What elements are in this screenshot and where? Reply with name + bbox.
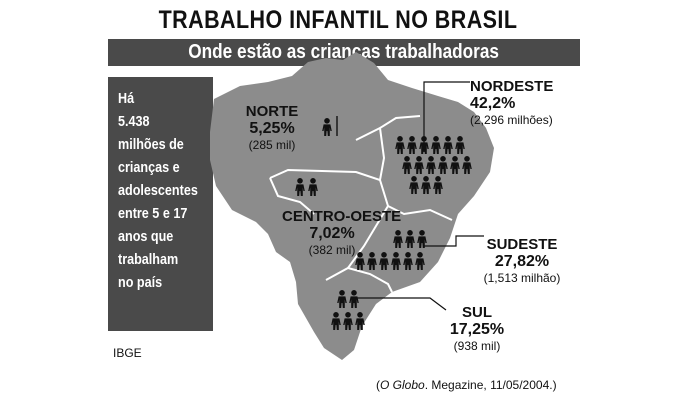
region-amount-norte: (285 mil) <box>248 137 296 152</box>
credit-open: ( <box>376 378 380 392</box>
summary-box: Há 5.438 milhões de crianças e adolescen… <box>108 77 213 331</box>
page-title: TRABALHO INFANTIL NO BRASIL <box>158 6 518 34</box>
summary-text: Há 5.438 milhões de crianças e adolescen… <box>118 87 213 294</box>
border-centerwest-southeast <box>347 205 389 269</box>
label-sul: SUL 17,25% (938 mil) <box>432 304 522 353</box>
border-south <box>325 266 393 293</box>
region-name-sudeste: SUDESTE <box>486 236 558 253</box>
summary-line: trabalham <box>118 251 179 268</box>
label-norte: NORTE 5,25% (285 mil) <box>240 103 304 152</box>
border-centerwest-west <box>269 177 315 215</box>
region-name-nordeste: NORDESTE <box>470 78 554 95</box>
summary-line: anos que <box>118 228 174 245</box>
summary-line: entre 5 e 17 <box>118 205 188 222</box>
leader-sudeste <box>424 235 484 247</box>
region-percent-norte: 5,25% <box>249 120 295 138</box>
region-amount-sul: (938 mil) <box>453 338 501 353</box>
border-north-centerwest <box>269 168 389 207</box>
summary-line: milhões de <box>118 136 184 153</box>
region-percent-sul: 17,25% <box>449 321 505 339</box>
subtitle-bar: Onde estão as crianças trabalhadoras <box>108 39 580 66</box>
region-amount-sudeste: (1,513 milhão) <box>483 270 561 285</box>
region-name-norte: NORTE <box>245 103 299 120</box>
region-percent-sudeste: 27,82% <box>494 253 550 271</box>
label-nordeste: NORDESTE 42,2% (2,296 milhões) <box>470 78 580 127</box>
region-name-centro-oeste: CENTRO-OESTE <box>282 208 402 225</box>
leader-sul <box>356 297 447 311</box>
border-north-northeast <box>355 115 421 141</box>
credit-publication: O Globo <box>380 378 425 392</box>
region-percent-nordeste: 42,2% <box>470 95 516 113</box>
summary-line: adolescentes <box>118 182 198 199</box>
border-northeast-west <box>379 127 386 181</box>
label-sudeste: SUDESTE 27,82% (1,513 milhão) <box>474 236 570 285</box>
summary-line: crianças e <box>118 159 180 176</box>
summary-line: no país <box>118 274 163 291</box>
region-amount-centro-oeste: (382 mil) <box>308 242 356 257</box>
summary-line: 5.438 <box>118 113 150 130</box>
region-amount-nordeste: (2,296 milhões) <box>470 112 553 127</box>
region-percent-centro-oeste: 7,02% <box>309 225 355 243</box>
summary-line: Há <box>118 90 135 107</box>
credit-rest: . Megazine, 11/05/2004.) <box>424 378 557 392</box>
data-source: IBGE <box>113 346 142 360</box>
region-name-sul: SUL <box>462 304 492 321</box>
border-northeast-southeast <box>387 205 453 221</box>
subtitle: Onde estão as crianças trabalhadoras <box>188 41 500 63</box>
credit-line: (O Globo. Megazine, 11/05/2004.) <box>376 378 557 392</box>
label-centro-oeste: CENTRO-OESTE 7,02% (382 mil) <box>282 208 402 257</box>
leader-nordeste <box>423 81 470 152</box>
brazil-landmass <box>210 52 494 360</box>
